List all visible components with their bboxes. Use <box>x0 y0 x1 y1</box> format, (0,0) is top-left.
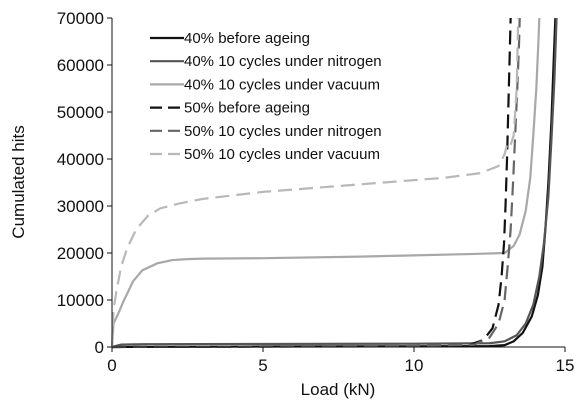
series-line-2 <box>111 17 558 349</box>
x-tick-label: 0 <box>107 356 116 375</box>
x-axis-title: Load (kN) <box>301 380 376 399</box>
legend-label-2: 40% 10 cycles under nitrogen <box>184 53 382 70</box>
x-tick-label: 15 <box>556 356 575 375</box>
legend-label-5: 50% 10 cycles under nitrogen <box>184 123 382 140</box>
y-tick-label: 60000 <box>57 56 104 75</box>
y-axis-title: Cumulated hits <box>9 125 28 238</box>
series-line-6 <box>110 17 520 348</box>
y-tick-label: 10000 <box>57 291 104 310</box>
ticks: 0 10000 20000 30000 40000 50000 60000 70000 0 5 10… <box>57 9 575 375</box>
legend-label-6: 50% 10 cycles under vacuum <box>184 146 380 163</box>
x-tick-label: 5 <box>258 356 267 375</box>
axes <box>111 18 565 348</box>
y-tick-label: 0 <box>95 338 104 357</box>
legend-label-1: 40% before ageing <box>184 30 310 47</box>
legend-label-3: 40% 10 cycles under vacuum <box>184 76 380 93</box>
y-tick-label: 50000 <box>57 103 104 122</box>
legend: 40% before ageing 40% 10 cycles under nit… <box>150 30 382 163</box>
y-tick-label: 40000 <box>57 150 104 169</box>
series-line-3 <box>110 17 541 348</box>
y-tick-label: 20000 <box>57 244 104 263</box>
plot-area <box>110 17 558 349</box>
y-tick-label: 70000 <box>57 9 104 28</box>
series-line-4 <box>111 17 512 349</box>
legend-label-4: 50% before ageing <box>184 100 310 117</box>
x-tick-label: 10 <box>405 356 424 375</box>
y-tick-label: 30000 <box>57 197 104 216</box>
